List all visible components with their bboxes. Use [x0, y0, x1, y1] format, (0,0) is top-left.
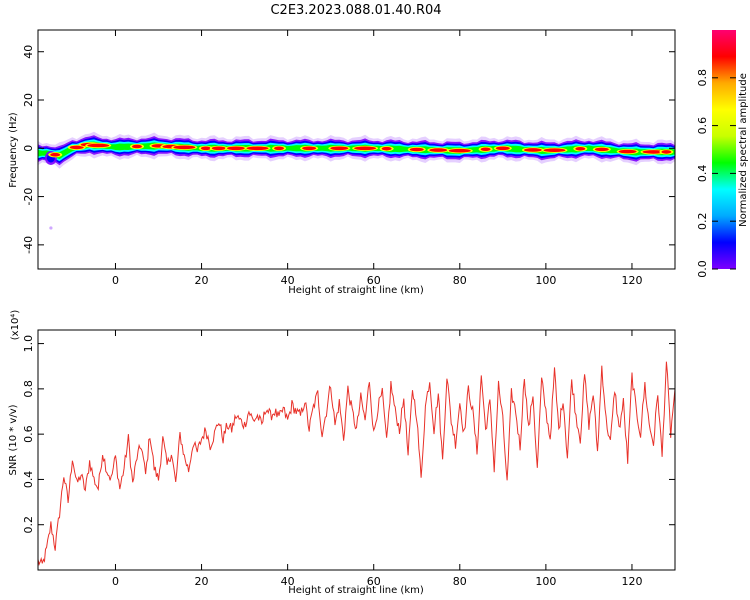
band-peak-core	[354, 146, 377, 151]
band-green-layer	[38, 141, 675, 160]
band-peak-core	[495, 146, 510, 151]
snr-y-axis-label: SNR (10 * v/v)	[8, 404, 19, 475]
band-peak-core	[523, 148, 542, 152]
snr-y-tick-label: 0.4	[22, 471, 35, 489]
spectrogram-frame	[37, 29, 676, 270]
spectrogram-y-tick-label: 20	[22, 93, 35, 107]
band-peak-core	[575, 146, 586, 151]
band-peak-core	[381, 146, 392, 151]
band-peak-core	[246, 146, 269, 151]
band-peak-core	[226, 146, 245, 151]
band-peak-core	[302, 146, 317, 151]
colorbar-tick-label: 0.4	[696, 165, 709, 183]
band-peak-core	[87, 143, 110, 148]
spectrogram-y-tick-label: -20	[22, 188, 35, 206]
band-peak-core	[50, 152, 61, 157]
band-peak-core	[618, 149, 637, 154]
colorbar: 0.0 0.2 0.4 0.6 0.8 Normalized spectral ampl…	[696, 30, 749, 278]
band-peak-core	[409, 147, 424, 152]
colorbar-tick-label: 0.8	[696, 69, 709, 87]
band-peak-core	[131, 144, 142, 149]
figure-title: C2E3.2023.088.01.40.R04	[270, 3, 441, 18]
band-peak-core	[200, 146, 211, 151]
band-peak-core	[429, 148, 448, 152]
band-peak-core	[661, 150, 672, 154]
snr-y-scale-label: (x10⁴)	[10, 310, 21, 341]
spectrogram-x-tick-label: 20	[195, 274, 209, 287]
spectrogram-x-tick-label: 0	[112, 274, 119, 287]
colorbar-tick-label: 0.0	[696, 260, 709, 278]
band-peak-core	[448, 148, 471, 153]
spectrogram-x-tick-label: 80	[453, 274, 467, 287]
spectrogram-y-tick-label: 40	[22, 45, 35, 59]
band-peak-core	[69, 145, 84, 150]
colorbar-gradient	[712, 30, 736, 269]
spectrogram-x-axis-label: Height of straight line (km)	[288, 285, 424, 296]
spectrogram-x-tick-label: 120	[621, 274, 642, 287]
band-peak-core	[274, 146, 285, 151]
spectrogram-y-ticks: -40 -20 0 20 40	[22, 45, 675, 254]
band-peak-core	[642, 150, 665, 154]
band-peak-core	[480, 147, 491, 152]
spectrogram-panel: 0 20 40 60 80 100 120 -40 -20 0 20 40 Height of st…	[8, 29, 676, 296]
spectrogram-x-tick-label: 100	[535, 274, 556, 287]
snr-x-tick-label: 40	[281, 575, 295, 588]
band-peak-core	[543, 148, 566, 153]
spectrogram-x-tick-label: 40	[281, 274, 295, 287]
snr-x-tick-label: 100	[535, 575, 556, 588]
snr-frame	[37, 329, 676, 571]
spectrogram-x-ticks: 0 20 40 60 80 100 120	[112, 30, 642, 287]
snr-y-tick-label: 0.6	[22, 425, 35, 443]
snr-x-tick-label: 0	[112, 575, 119, 588]
spectrogram-y-tick-label: 0	[22, 145, 35, 152]
band-peak-core	[211, 146, 226, 151]
snr-x-tick-label: 120	[621, 575, 642, 588]
snr-y-tick-label: 1.0	[22, 335, 35, 353]
colorbar-tick-label: 0.2	[696, 212, 709, 230]
spectrogram-y-axis-label: Frequency (Hz)	[8, 112, 19, 188]
snr-panel: 0 20 40 60 80 100 120 0.2 0.4 0.6 0.8 1.0 Height o…	[8, 310, 676, 596]
snr-x-axis-label: Height of straight line (km)	[288, 585, 424, 596]
spectrogram-outlier-point	[49, 226, 53, 230]
snr-x-ticks: 0 20 40 60 80 100 120	[112, 330, 642, 588]
spectrogram-x-tick-label: 60	[367, 274, 381, 287]
snr-x-tick-label: 80	[453, 575, 467, 588]
snr-x-tick-label: 60	[367, 575, 381, 588]
snr-y-tick-label: 0.2	[22, 516, 35, 534]
colorbar-label: Normalized spectral amplitude	[738, 73, 749, 227]
band-peak-core	[594, 147, 609, 152]
snr-y-ticks: 0.2 0.4 0.6 0.8 1.0	[22, 335, 675, 534]
snr-y-tick-label: 0.8	[22, 380, 35, 398]
colorbar-ticks: 0.0 0.2 0.4 0.6 0.8	[696, 69, 736, 278]
spectrogram-band	[38, 131, 675, 230]
spectrogram-y-tick-label: -40	[22, 236, 35, 254]
colorbar-tick-label: 0.6	[696, 117, 709, 135]
snr-series-line	[37, 361, 676, 566]
band-peak-core	[330, 146, 349, 151]
snr-x-tick-label: 20	[195, 575, 209, 588]
band-peak-core	[173, 145, 196, 150]
